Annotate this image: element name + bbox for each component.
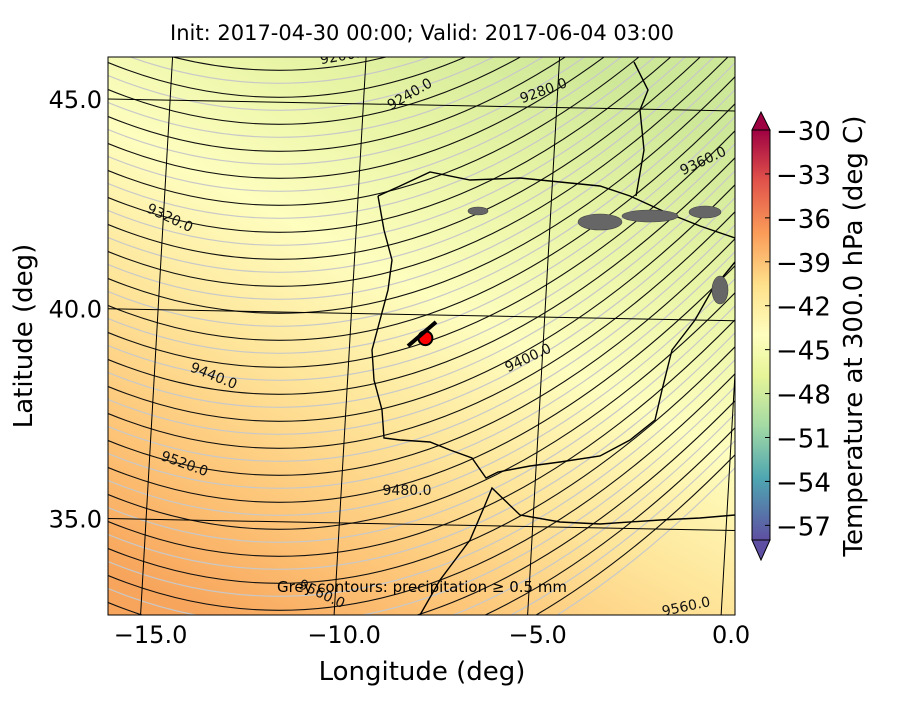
precip-contour bbox=[108, 57, 544, 138]
precip-contour bbox=[108, 57, 495, 111]
precip-contour bbox=[108, 57, 715, 273]
grid-line bbox=[333, 57, 367, 615]
contour-line bbox=[108, 57, 672, 233]
precip-contour bbox=[108, 57, 586, 165]
precip-contour bbox=[108, 142, 735, 381]
precip-contour bbox=[108, 57, 656, 219]
coastline bbox=[371, 195, 735, 479]
contour-line bbox=[108, 75, 735, 314]
colorbar-tick-label: −39 bbox=[776, 249, 831, 279]
coastline bbox=[633, 61, 649, 197]
precip-area bbox=[577, 213, 623, 231]
contour-line bbox=[534, 453, 735, 615]
contour-line bbox=[108, 372, 735, 611]
precip-contour bbox=[556, 466, 735, 615]
contour-line bbox=[108, 399, 735, 615]
contour-line bbox=[108, 237, 735, 476]
precip-contour bbox=[128, 57, 431, 84]
colorbar-tick-label: −30 bbox=[776, 117, 831, 147]
y-tick-label: 40.0 bbox=[49, 296, 102, 324]
precip-contour bbox=[108, 115, 735, 354]
precip-contour bbox=[108, 223, 735, 462]
grid-line bbox=[140, 57, 174, 615]
colorbar-tick-label: −33 bbox=[776, 161, 831, 191]
precip-area bbox=[688, 205, 722, 219]
precip-contour bbox=[108, 385, 735, 615]
plot-frame bbox=[107, 56, 736, 616]
grid-line bbox=[108, 308, 735, 322]
colorbar-extend-max bbox=[751, 110, 771, 131]
contour-line bbox=[108, 57, 701, 260]
contour-label: 9480.0 bbox=[383, 483, 432, 499]
contour-line bbox=[108, 156, 735, 395]
contour-line bbox=[108, 57, 605, 179]
contour-line bbox=[108, 318, 735, 557]
precip-contour bbox=[108, 250, 735, 489]
colorbar-tick-label: −48 bbox=[776, 381, 831, 411]
precip-contour bbox=[509, 439, 735, 615]
contour-label: 9200.0 bbox=[319, 44, 370, 68]
grid-line bbox=[108, 98, 735, 112]
coastline bbox=[419, 486, 735, 615]
precip-contour bbox=[108, 57, 686, 246]
precip-contour bbox=[108, 57, 623, 192]
colorbar-tick-label: −36 bbox=[776, 205, 831, 235]
x-axis-label: Longitude (deg) bbox=[319, 657, 526, 687]
x-tick-label: −5.0 bbox=[508, 621, 566, 649]
contour-line bbox=[108, 57, 467, 98]
colorbar-tick-label: −45 bbox=[776, 337, 831, 367]
colorbar-tick-label: −51 bbox=[776, 425, 831, 455]
height-contours bbox=[60, 0, 800, 615]
y-tick-label: 45.0 bbox=[49, 86, 102, 114]
colorbar-extend-min bbox=[751, 539, 771, 562]
grid-line bbox=[720, 364, 735, 615]
graticule bbox=[108, 57, 735, 615]
contour-line bbox=[108, 57, 566, 152]
marker-line bbox=[406, 320, 438, 348]
colorbar-body bbox=[751, 129, 771, 541]
colorbar-tick-label: −57 bbox=[776, 512, 831, 542]
precip-contour bbox=[108, 277, 735, 516]
grid-line bbox=[108, 518, 735, 532]
y-axis-label: Latitude (deg) bbox=[9, 244, 39, 429]
contour-line bbox=[60, 0, 800, 16]
contour-line bbox=[108, 291, 735, 530]
colorbar-tick-label: −54 bbox=[776, 468, 831, 498]
contour-line bbox=[108, 183, 735, 422]
contour-line bbox=[108, 345, 735, 584]
contour-line bbox=[108, 264, 735, 503]
precip-area bbox=[621, 209, 679, 223]
precip-contour bbox=[108, 358, 735, 597]
precipitation-areas bbox=[467, 205, 729, 305]
x-tick-label: 0.0 bbox=[712, 621, 750, 649]
x-tick-label: −15.0 bbox=[114, 621, 188, 649]
precip-area bbox=[711, 275, 729, 305]
precip-contour bbox=[108, 196, 735, 435]
contour-line bbox=[108, 57, 522, 125]
x-tick-label: −10.0 bbox=[307, 621, 381, 649]
precip-contour bbox=[108, 304, 735, 543]
colorbar-tick-label: −42 bbox=[776, 293, 831, 323]
precip-contour bbox=[108, 412, 735, 615]
precip-contour bbox=[108, 331, 735, 570]
contour-line bbox=[108, 57, 729, 287]
colorbar: −30 −33 −36 −39 −42 −45 −48 −51 −54 −57 bbox=[751, 110, 831, 562]
precip-contour bbox=[108, 88, 735, 327]
contour-line bbox=[483, 426, 735, 615]
y-tick-label: 35.0 bbox=[49, 506, 102, 534]
precip-contour bbox=[60, 0, 800, 2]
contour-line bbox=[108, 102, 735, 341]
precip-contour bbox=[108, 61, 735, 300]
contour-line bbox=[108, 210, 735, 449]
grid-line bbox=[527, 57, 561, 615]
colorbar-label: Temperature at 300.0 hPa (deg C) bbox=[839, 116, 869, 558]
chart-title: Init: 2017-04-30 00:00; Valid: 2017-06-0… bbox=[170, 21, 674, 45]
annotation: Grey contours: precipitation ≥ 0.5 mm bbox=[277, 578, 567, 596]
precip-area bbox=[467, 206, 489, 216]
